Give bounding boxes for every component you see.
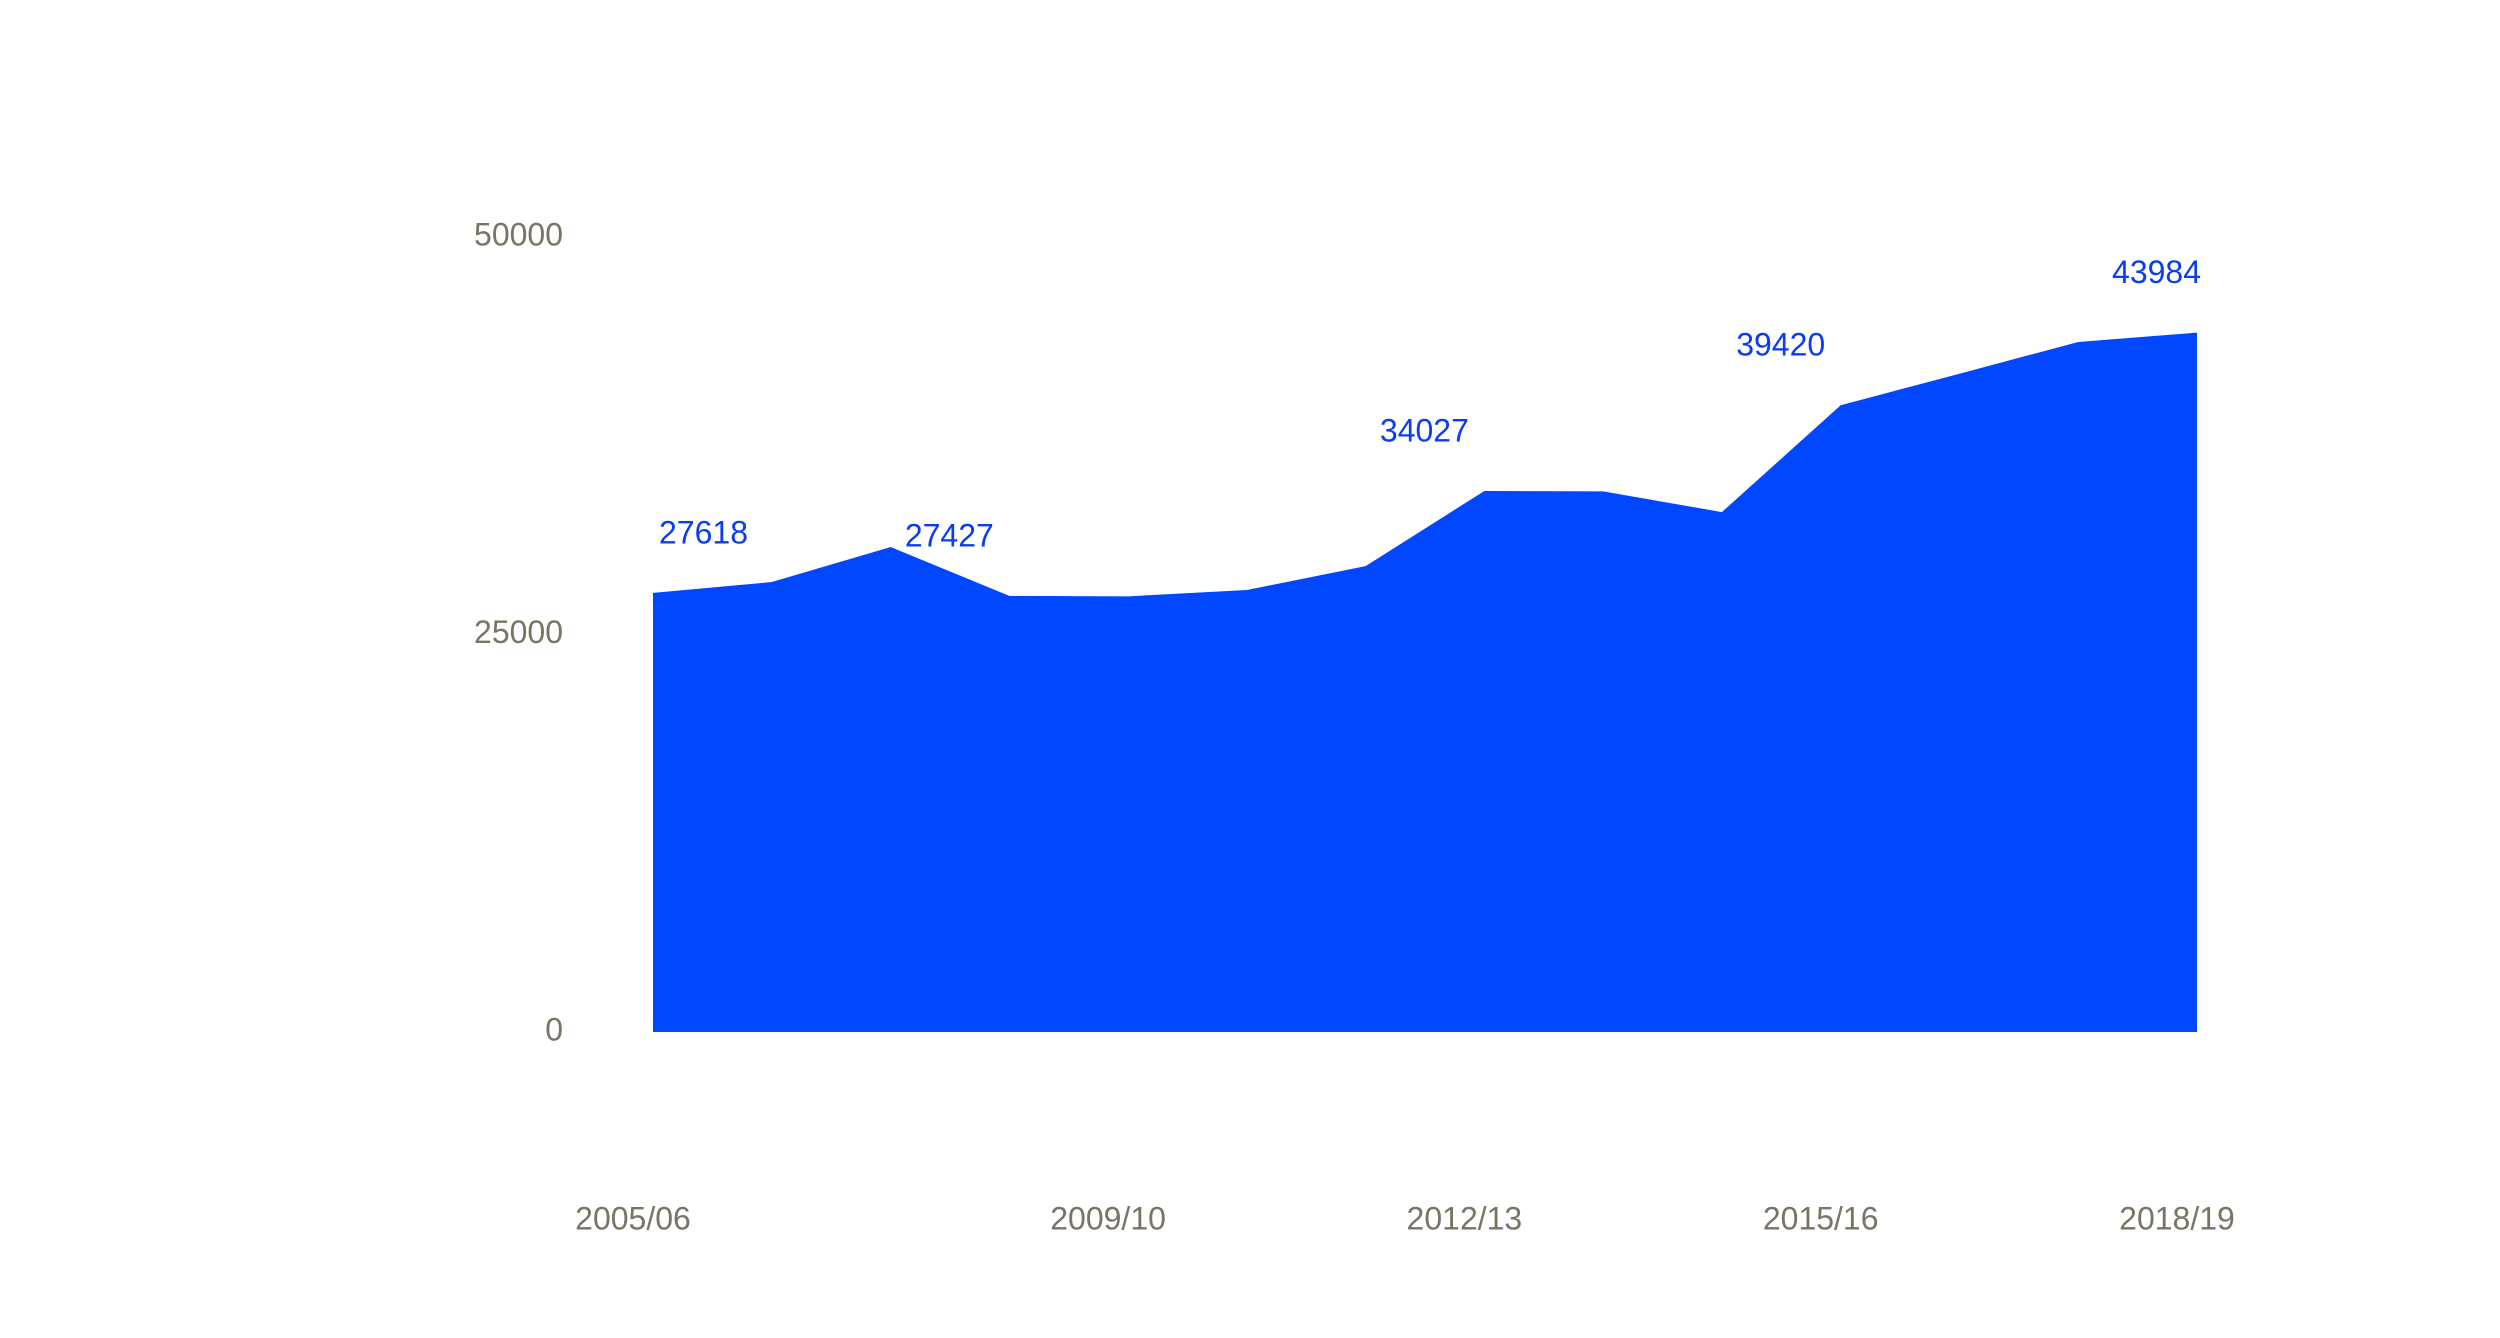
value-label: 27427	[905, 517, 994, 553]
y-tick-label: 50000	[474, 216, 563, 252]
value-label: 43984	[2112, 254, 2201, 290]
y-tick-label: 25000	[474, 614, 563, 650]
x-tick-label: 2005/06	[575, 1200, 691, 1236]
value-label: 27618	[659, 514, 748, 550]
x-tick-label: 2018/19	[2119, 1200, 2235, 1236]
x-tick-label: 2012/13	[1407, 1200, 1523, 1236]
x-tick-label: 2015/16	[1763, 1200, 1879, 1236]
value-label: 34027	[1380, 412, 1469, 448]
y-tick-label: 0	[545, 1011, 563, 1047]
x-tick-label: 2009/10	[1050, 1200, 1166, 1236]
value-label: 39420	[1736, 327, 1825, 363]
area	[653, 332, 2197, 1032]
